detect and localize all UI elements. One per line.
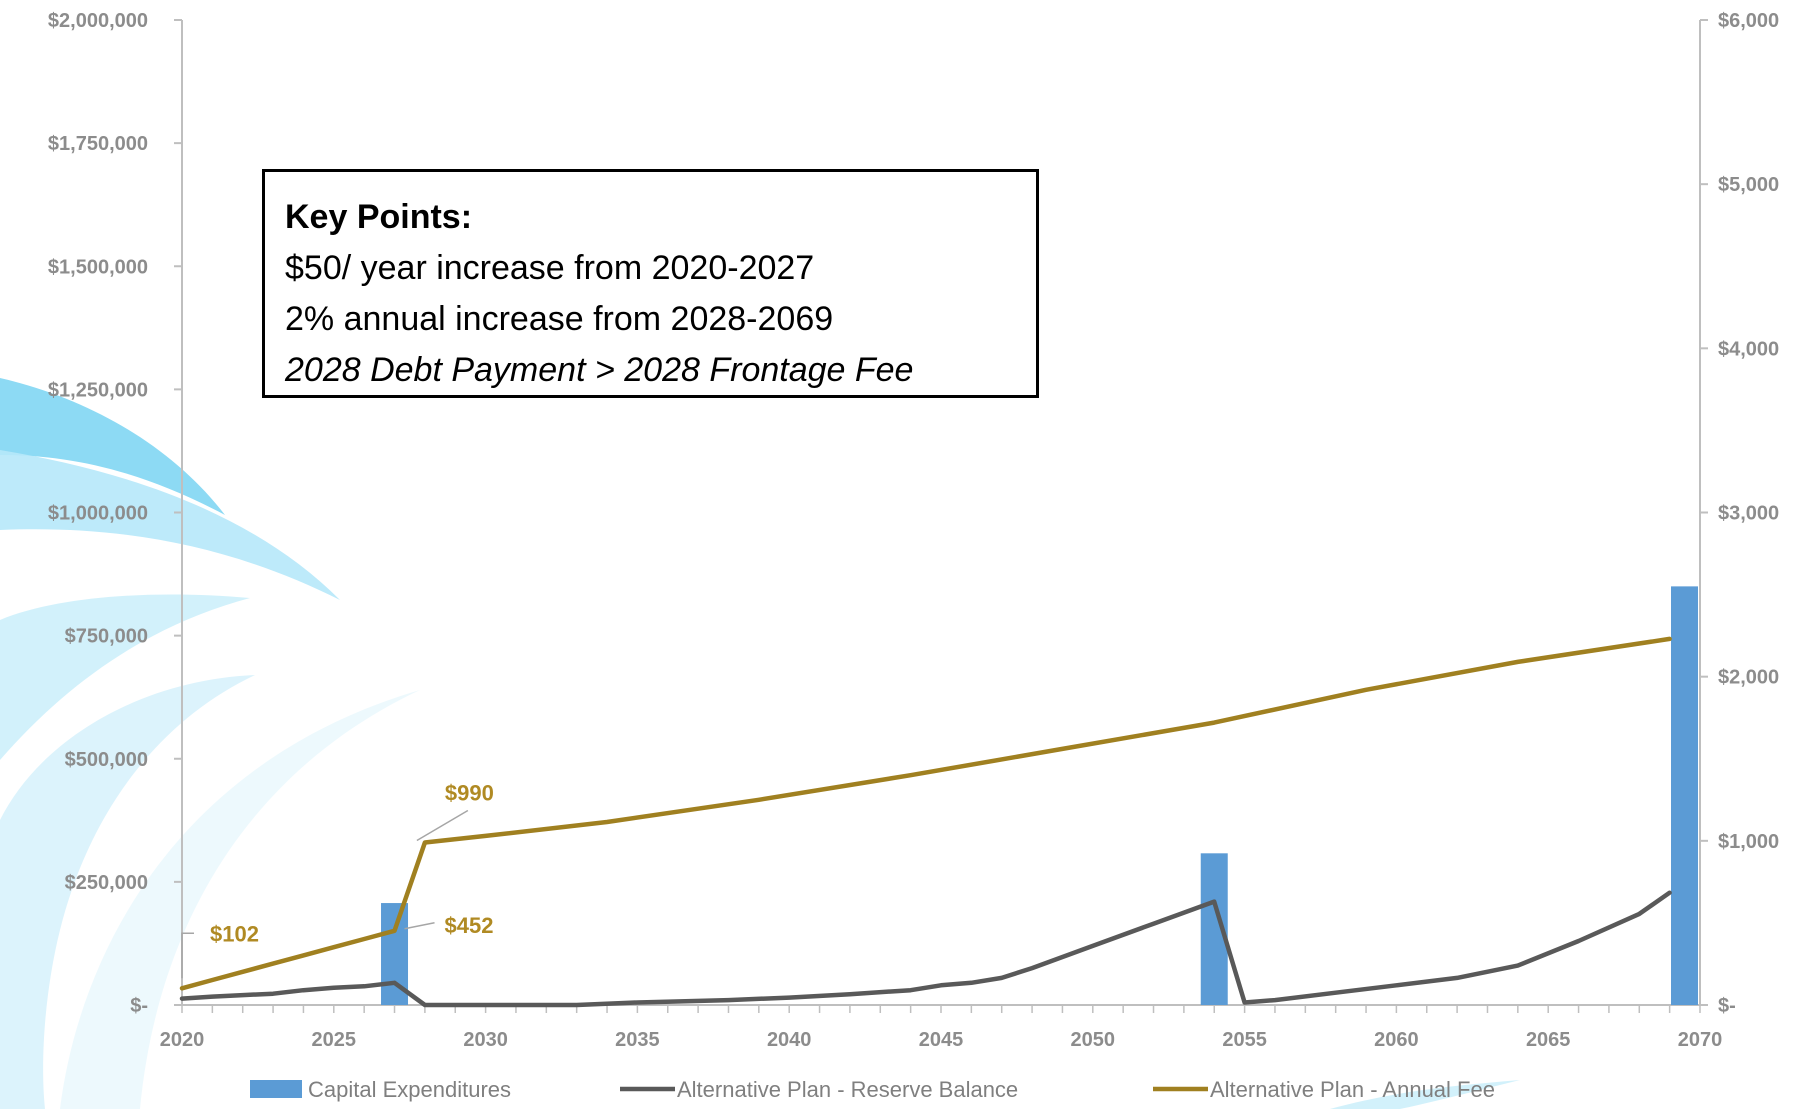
right-tick-label: $- xyxy=(1718,995,1736,1017)
legend-swatch-bar xyxy=(250,1080,302,1098)
annotation-label: $102 xyxy=(210,921,259,946)
left-tick-label: $1,250,000 xyxy=(48,379,148,401)
capital-expenditure-bar xyxy=(1671,586,1698,1005)
right-tick-label: $2,000 xyxy=(1718,667,1779,689)
left-tick-label: $500,000 xyxy=(65,749,148,771)
legend-label: Alternative Plan - Annual Fee xyxy=(1210,1077,1495,1102)
x-tick-label: 2040 xyxy=(767,1029,812,1051)
x-tick-label: 2050 xyxy=(1071,1029,1116,1051)
x-tick-label: 2055 xyxy=(1222,1029,1267,1051)
right-tick-label: $6,000 xyxy=(1718,10,1779,32)
background-swoosh-decoration xyxy=(0,378,1520,1109)
x-tick-label: 2025 xyxy=(312,1029,357,1051)
x-tick-label: 2060 xyxy=(1374,1029,1419,1051)
x-tick-label: 2030 xyxy=(463,1029,508,1051)
annotation-leader-line xyxy=(404,922,435,930)
annotation-leader-line xyxy=(181,932,194,979)
x-tick-label: 2065 xyxy=(1526,1029,1571,1051)
left-tick-label: $1,000,000 xyxy=(48,503,148,525)
left-tick-label: $2,000,000 xyxy=(48,10,148,32)
data-annotations: $102 $452 $990 xyxy=(181,780,494,979)
left-tick-label: $250,000 xyxy=(65,872,148,894)
annotation-label: $452 xyxy=(445,913,494,938)
key-points-title: Key Points: xyxy=(285,198,473,236)
x-tick-label: 2020 xyxy=(160,1029,205,1051)
right-tick-label: $4,000 xyxy=(1718,338,1779,360)
left-tick-label: $1,750,000 xyxy=(48,133,148,155)
alternative-plan-annual-fee-line xyxy=(179,636,1672,991)
key-point-line-2: 2% annual increase from 2028-2069 xyxy=(285,300,834,338)
key-points-box: Key Points: $50/ year increase from 2020… xyxy=(262,169,1039,398)
x-tick-label: 2045 xyxy=(919,1029,964,1051)
series-lines xyxy=(179,636,1672,1008)
right-tick-label: $1,000 xyxy=(1718,831,1779,853)
left-tick-label: $- xyxy=(130,995,148,1017)
alternative-plan-reserve-balance-line xyxy=(179,890,1672,1008)
right-tick-label: $3,000 xyxy=(1718,503,1779,525)
left-tick-label: $1,500,000 xyxy=(48,256,148,278)
left-tick-label: $750,000 xyxy=(65,626,148,648)
key-point-line-3: 2028 Debt Payment > 2028 Frontage Fee xyxy=(285,351,914,389)
legend-label: Alternative Plan - Reserve Balance xyxy=(677,1077,1018,1102)
annotation-label: $990 xyxy=(445,780,494,805)
legend-label: Capital Expenditures xyxy=(308,1077,511,1102)
right-tick-label: $5,000 xyxy=(1718,174,1779,196)
annotation-leader-line xyxy=(416,809,469,842)
key-point-line-1: $50/ year increase from 2020-2027 xyxy=(285,249,815,287)
x-tick-label: 2070 xyxy=(1678,1029,1723,1051)
axes: $2,000,000 $1,750,000 $1,500,000 $1,250,000… xyxy=(48,10,1779,1051)
capital-expenditure-bars xyxy=(381,586,1698,1005)
x-tick-label: 2035 xyxy=(615,1029,660,1051)
legend: Capital Expenditures Alternative Plan - R… xyxy=(250,1077,1495,1102)
